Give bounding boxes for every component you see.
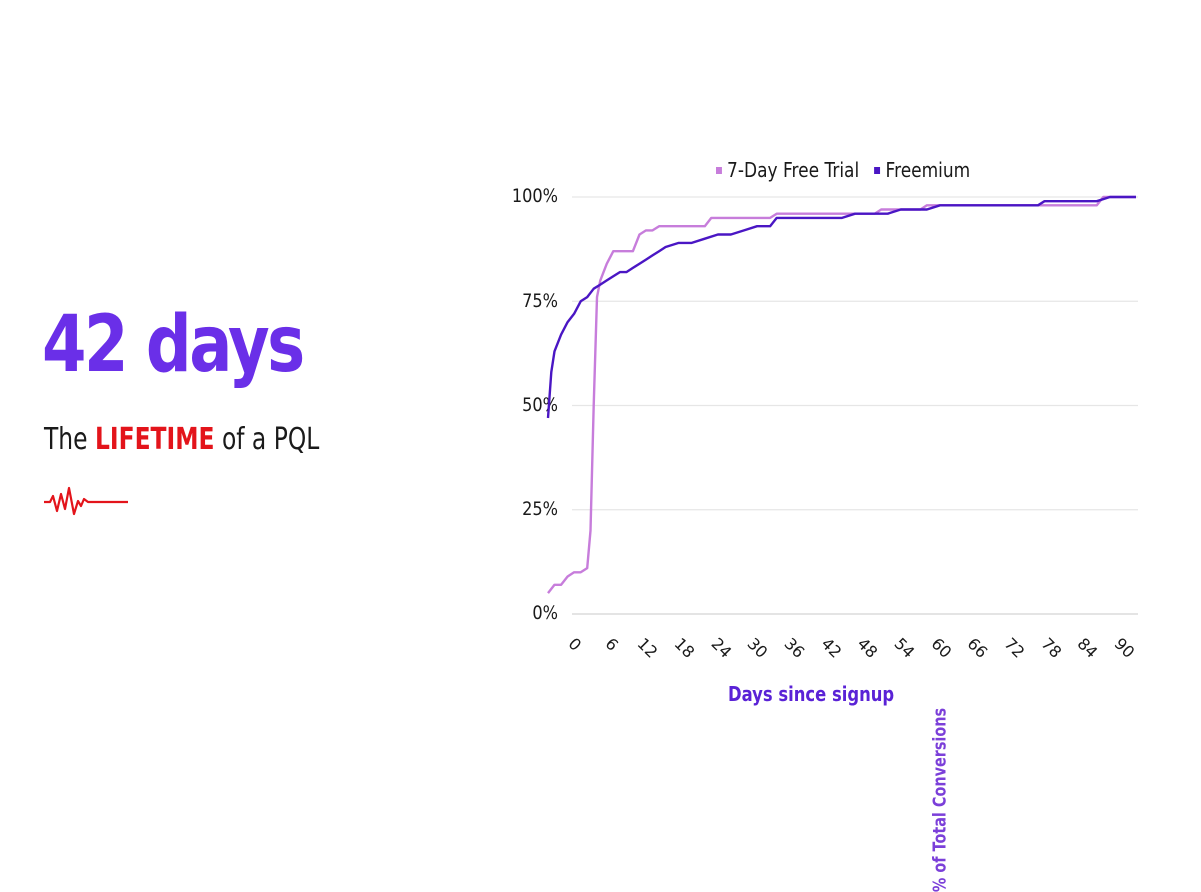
legend-item-free-trial: 7-Day Free Trial — [716, 158, 859, 182]
legend-label: 7-Day Free Trial — [727, 158, 860, 182]
headline-subtitle: The LIFETIME of a PQL — [44, 422, 319, 457]
subtitle-suffix: of a PQL — [214, 422, 320, 457]
plot-area — [546, 195, 1138, 615]
legend-item-freemium: Freemium — [874, 158, 970, 182]
legend-label: Freemium — [885, 158, 971, 182]
legend-swatch-freemium — [874, 166, 881, 174]
chart-legend: 7-Day Free Trial Freemium — [716, 158, 970, 182]
conversion-chart: 7-Day Free Trial Freemium 100% 75% 50% 2… — [511, 158, 1139, 892]
y-tick: 25% — [522, 498, 558, 520]
y-tick: 100% — [511, 185, 558, 207]
y-tick: 0% — [532, 602, 558, 624]
subtitle-highlight: LIFETIME — [94, 422, 215, 457]
y-tick: 75% — [522, 290, 558, 312]
x-axis-label: Days since signup — [728, 682, 895, 706]
series-line-free-trial — [547, 195, 1136, 594]
series-line-freemium — [546, 195, 1136, 419]
legend-swatch-free-trial — [716, 166, 722, 174]
subtitle-prefix: The — [44, 422, 95, 457]
heartbeat-pulse-icon — [44, 486, 128, 516]
headline-value: 42 days — [42, 300, 305, 390]
